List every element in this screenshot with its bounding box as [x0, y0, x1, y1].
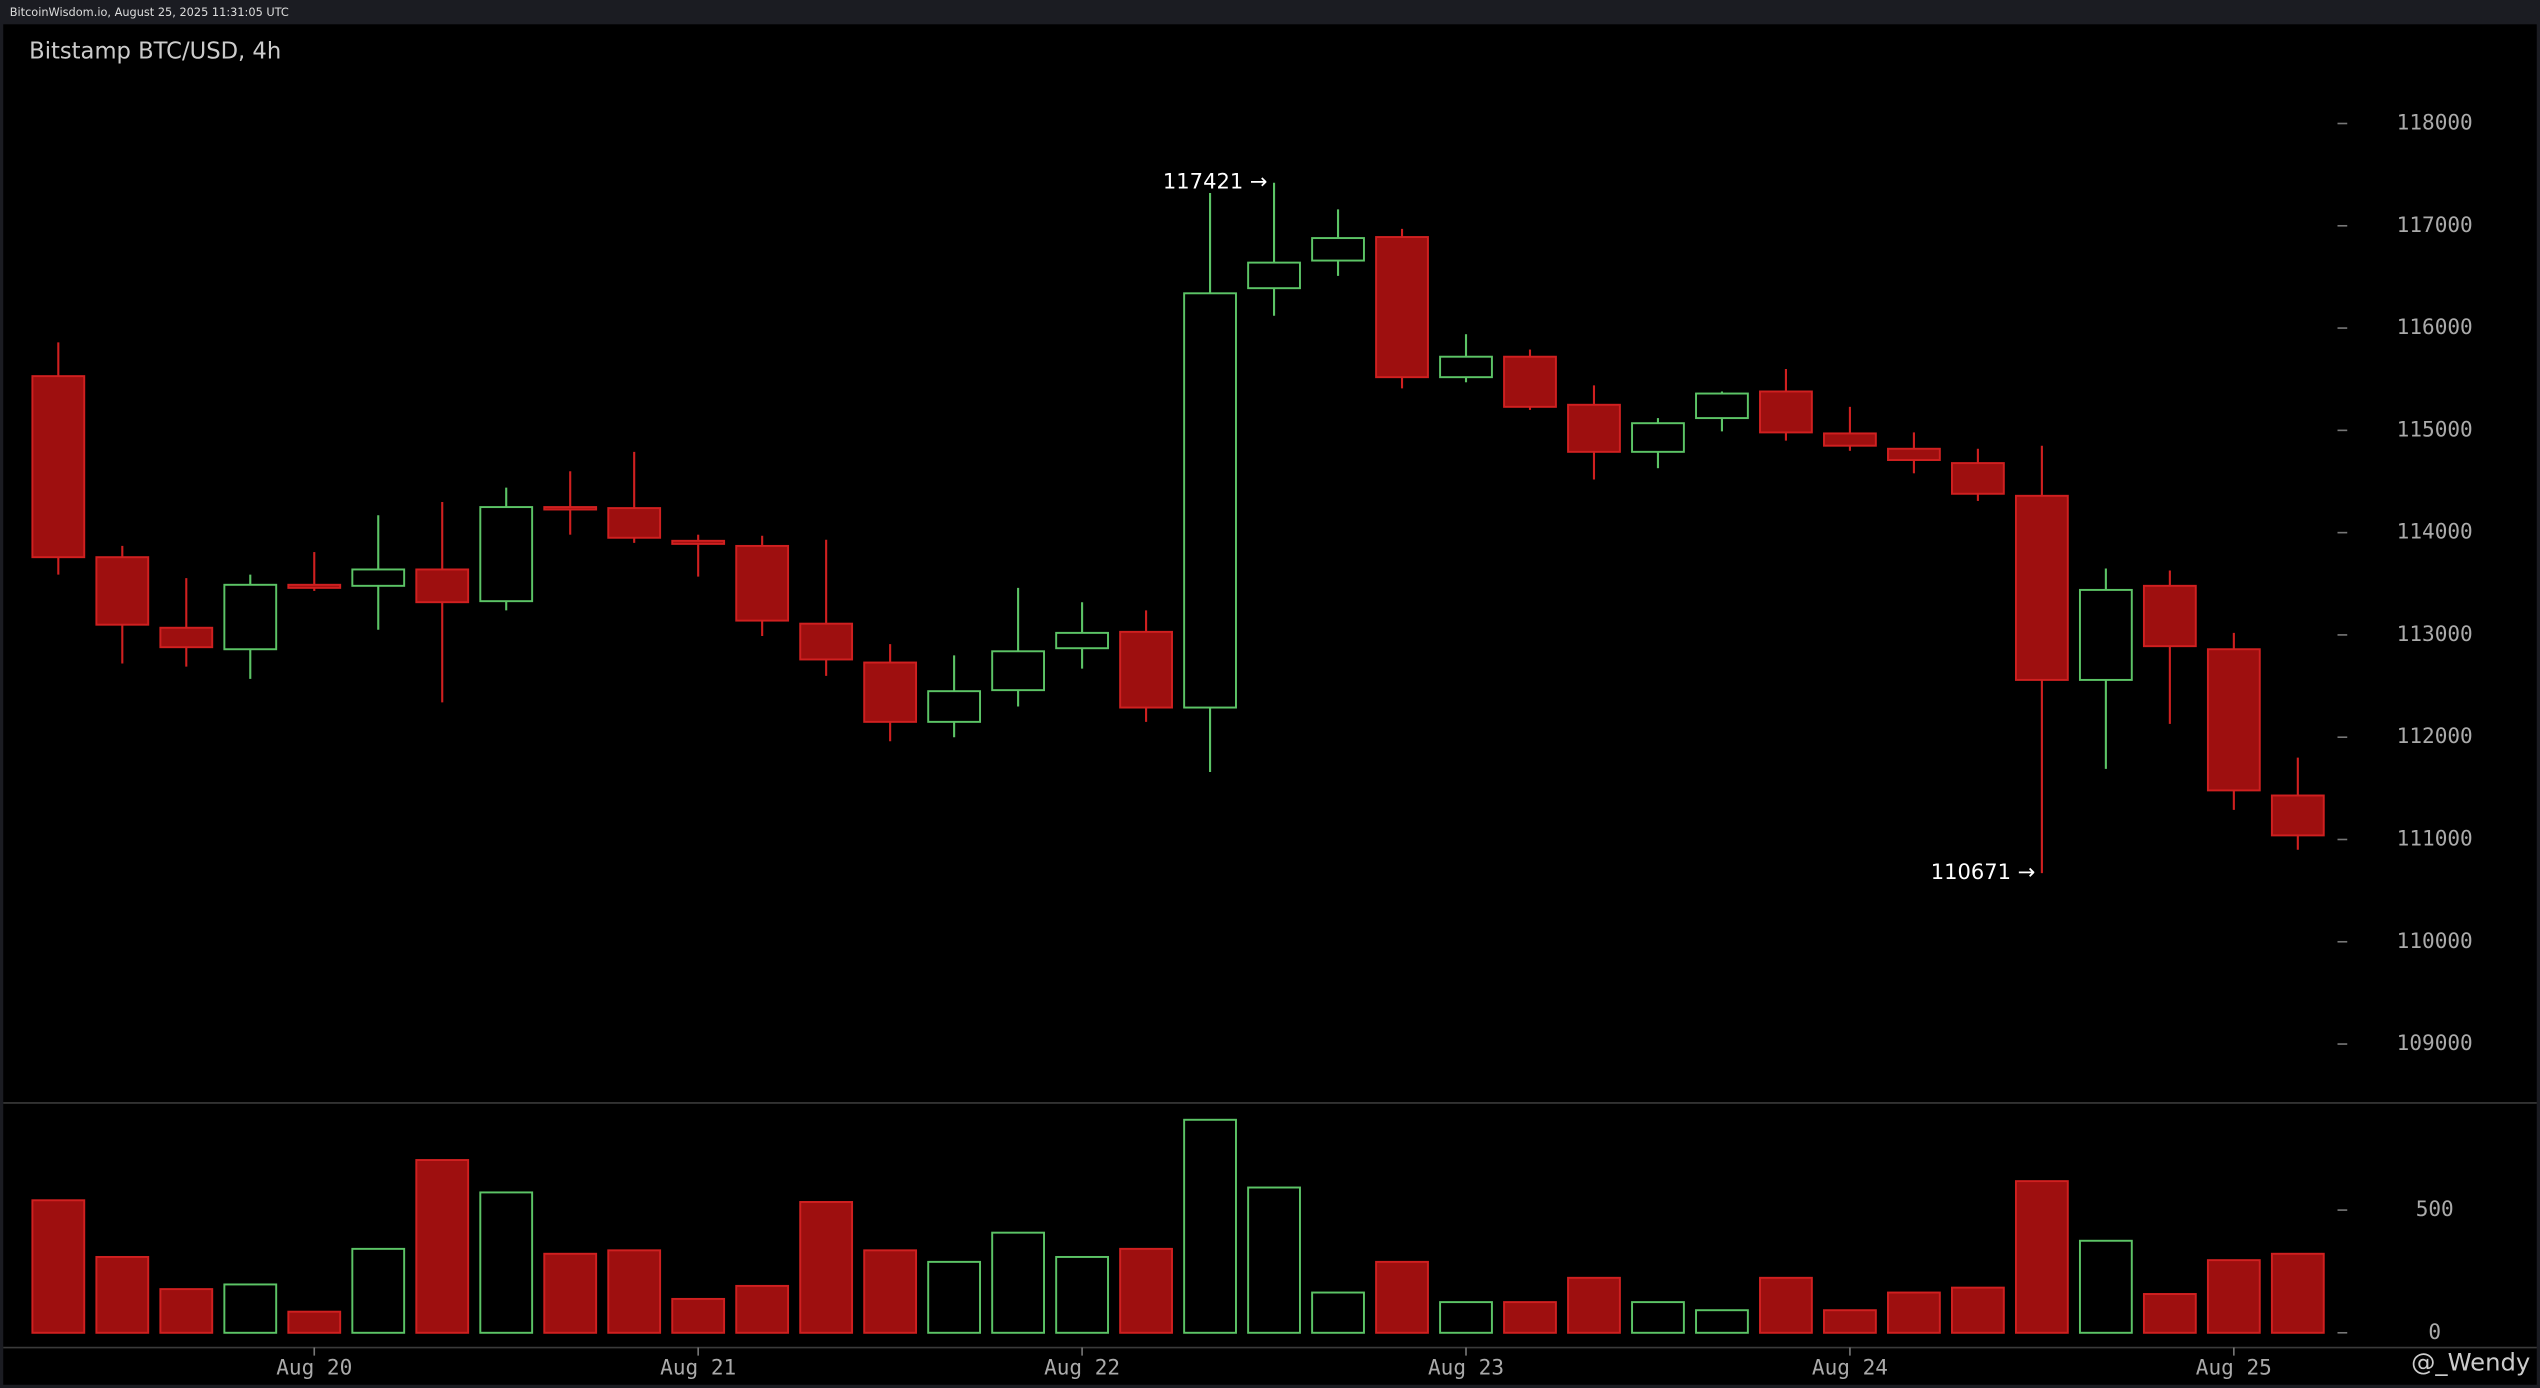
candle-body — [223, 583, 278, 651]
y-tick-label: 109000 — [2397, 1030, 2473, 1055]
source-label: BitcoinWisdom.io, August 25, 2025 11:31:… — [10, 5, 289, 19]
candle-body — [2142, 584, 2197, 648]
volume-bar — [1887, 1291, 1941, 1334]
candle-body — [1695, 392, 1749, 420]
candle-body — [863, 661, 918, 723]
candle-body — [543, 506, 598, 511]
candle-body — [351, 568, 406, 587]
candle-body — [607, 507, 662, 539]
candle-body — [1887, 447, 1941, 461]
candle-body — [1183, 292, 1237, 709]
candle-body — [1503, 355, 1557, 408]
watermark: @_Wendy — [2411, 1348, 2530, 1377]
volume-bar — [1055, 1255, 1109, 1334]
candle-body — [1055, 631, 1109, 650]
x-tick-label: Aug 25 — [2196, 1355, 2272, 1380]
x-tick-label: Aug 21 — [660, 1355, 736, 1380]
candle-body — [31, 375, 86, 559]
y-tick-label: 115000 — [2397, 416, 2473, 441]
candle-body — [2078, 588, 2133, 681]
y-tick-label: 0 — [2428, 1319, 2441, 1344]
volume-bar — [2206, 1259, 2261, 1334]
y-tick-label: 112000 — [2397, 723, 2473, 748]
candle-body — [287, 583, 342, 589]
volume-bar — [671, 1297, 726, 1334]
candle-body — [159, 626, 214, 649]
y-tick-label: 111000 — [2397, 825, 2473, 850]
volume-bar — [223, 1283, 278, 1334]
annotation: 110671 → — [1931, 859, 2036, 884]
volume-bar — [1119, 1247, 1173, 1334]
candle-body — [1823, 432, 1877, 447]
candle-body — [1311, 237, 1365, 262]
candle-body — [1631, 422, 1685, 453]
candle-body — [2014, 494, 2069, 681]
x-tick-label: Aug 24 — [1812, 1355, 1888, 1380]
volume-bar — [1567, 1276, 1621, 1334]
candle-body — [1951, 462, 2005, 495]
plot-background — [3, 24, 2537, 1385]
y-tick-label: 113000 — [2397, 621, 2473, 646]
y-tick-label: 116000 — [2397, 314, 2473, 339]
x-tick-label: Aug 22 — [1044, 1355, 1120, 1380]
candle-body — [2206, 648, 2261, 792]
candle-body — [1119, 630, 1173, 709]
volume-bar — [159, 1288, 214, 1334]
volume-bar — [31, 1199, 86, 1334]
y-tick-label: 110000 — [2397, 928, 2473, 953]
annotation: 117421 → — [1163, 169, 1268, 194]
volume-bar — [479, 1191, 534, 1334]
volume-bar — [95, 1255, 150, 1334]
volume-bar — [1951, 1286, 2005, 1334]
volume-bar — [351, 1247, 406, 1334]
volume-bar — [735, 1284, 790, 1334]
volume-bar — [1375, 1260, 1429, 1334]
candle-body — [735, 544, 790, 622]
candle-body — [479, 506, 534, 603]
volume-bar — [2270, 1252, 2325, 1334]
volume-bar — [1631, 1301, 1685, 1334]
volume-bar — [1695, 1309, 1749, 1334]
candle-body — [1247, 261, 1301, 290]
candle-body — [1567, 403, 1621, 453]
volume-bar — [2078, 1239, 2133, 1334]
volume-bar — [543, 1252, 598, 1334]
candle-body — [1375, 236, 1429, 379]
x-tick-label: Aug 23 — [1428, 1355, 1504, 1380]
candle-body — [927, 690, 982, 723]
volume-bar — [1311, 1291, 1365, 1334]
volume-bar — [1439, 1301, 1493, 1334]
volume-bar — [799, 1201, 854, 1334]
candle-body — [991, 650, 1045, 692]
y-tick-label: 114000 — [2397, 519, 2473, 544]
candle-body — [1759, 390, 1813, 434]
y-tick-label: 500 — [2416, 1196, 2454, 1221]
candle-body — [671, 539, 726, 545]
x-tick-label: Aug 20 — [276, 1355, 352, 1380]
candle-body — [415, 568, 470, 604]
volume-bar — [927, 1260, 982, 1334]
volume-bar — [1183, 1118, 1237, 1334]
y-tick-label: 117000 — [2397, 212, 2473, 237]
volume-bar — [607, 1249, 662, 1334]
candle-body — [95, 556, 150, 626]
volume-bar — [1823, 1309, 1877, 1334]
chart-title: Bitstamp BTC/USD, 4h — [29, 38, 281, 64]
candle-body — [1439, 355, 1493, 379]
volume-bar — [1759, 1276, 1813, 1334]
volume-bar — [287, 1310, 342, 1334]
volume-bar — [2142, 1293, 2197, 1334]
volume-bar — [1247, 1186, 1301, 1334]
volume-bar — [415, 1159, 470, 1334]
y-tick-label: 118000 — [2397, 110, 2473, 135]
volume-bar — [863, 1249, 918, 1334]
candle-body — [799, 622, 854, 661]
volume-bar — [2014, 1180, 2069, 1334]
candle-body — [2270, 794, 2325, 837]
volume-bar — [1503, 1301, 1557, 1334]
volume-bar — [991, 1231, 1045, 1334]
